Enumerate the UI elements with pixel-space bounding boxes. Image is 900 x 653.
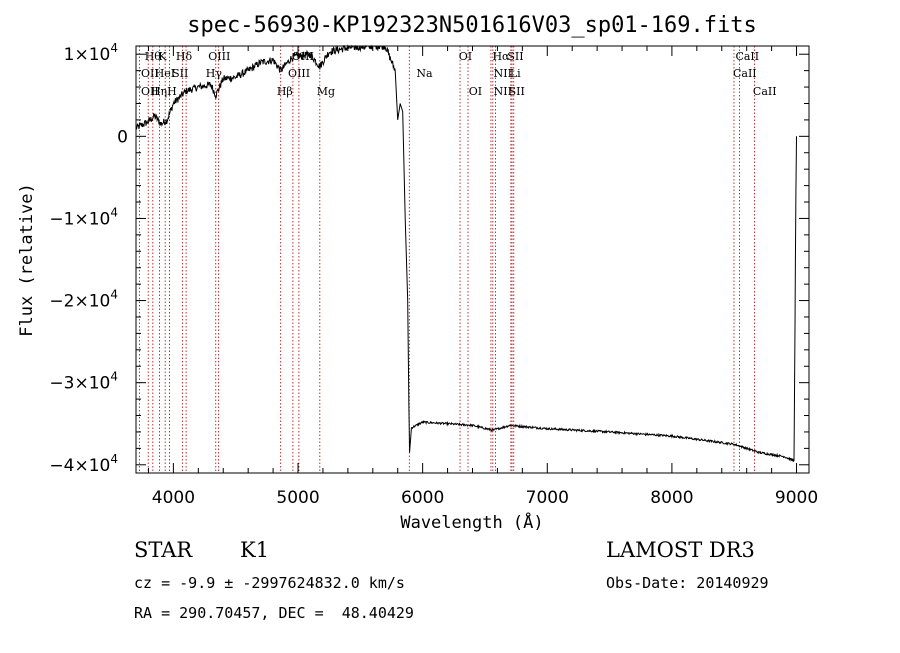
- x-axis-ticks: 4000 5000 6000 7000 8000 9000: [147, 46, 818, 508]
- line-label-5: SII: [172, 67, 188, 80]
- y-tick-exponent-3: 4: [110, 288, 118, 302]
- chart-title: spec-56930-KP192323N501616V03_sp01-169.f…: [187, 13, 757, 38]
- line-label-26: CaII: [753, 85, 777, 98]
- x-axis-label: Wavelength (Å): [400, 511, 543, 533]
- line-label-15: Na: [416, 67, 433, 80]
- line-label-17: OI: [469, 85, 482, 98]
- survey-name: LAMOST DR3: [606, 538, 755, 562]
- object-class: STAR: [134, 538, 193, 562]
- line-label-11: Hβ: [277, 85, 293, 98]
- observation-date: Obs-Date: 20140929: [606, 574, 769, 592]
- line-label-6: OII: [141, 85, 159, 98]
- line-label-3: OII: [141, 67, 159, 80]
- line-label-25: CaII: [733, 67, 757, 80]
- y-axis-label: Flux (relative): [17, 183, 37, 337]
- x-tick-label-5: 9000: [775, 488, 818, 508]
- y-tick-label-2: −1×104: [49, 205, 118, 229]
- y-axis-ticks: 1×104 0 −1×104 −2×104 −3×104 −4×104: [49, 41, 809, 476]
- y-tick-label-1: 0: [117, 127, 128, 147]
- y-tick-label-0: 1×104: [64, 41, 118, 65]
- line-label-2: Hδ: [176, 50, 193, 63]
- line-label-19: SII: [507, 50, 523, 63]
- x-tick-label-1: 5000: [276, 488, 319, 508]
- spectrum-line: [135, 44, 797, 463]
- line-label-16: OI: [459, 50, 472, 63]
- line-label-7: Hη: [151, 85, 167, 98]
- line-label-23: SII: [509, 85, 525, 98]
- line-label-24: CaII: [735, 50, 759, 63]
- line-label-18: Hα: [492, 50, 510, 63]
- line-label-9: OIII: [208, 50, 230, 63]
- x-tick-label-4: 8000: [650, 488, 693, 508]
- y-tick-exponent-2: 4: [110, 205, 118, 219]
- line-label-0: Hθ: [145, 50, 162, 63]
- coordinates-readout: RA = 290.70457, DEC = 48.40429: [134, 604, 414, 622]
- line-label-13: OIII: [288, 67, 310, 80]
- y-tick-label-3: −2×104: [49, 288, 118, 312]
- line-label-14: Mg: [317, 85, 335, 98]
- y-tick-exponent-0: 4: [110, 41, 118, 55]
- y-tick-exponent-4: 4: [110, 370, 118, 384]
- line-label-20: NII: [494, 67, 512, 80]
- x-tick-label-2: 6000: [401, 488, 444, 508]
- x-tick-label-0: 4000: [152, 488, 195, 508]
- line-label-4: HeI: [155, 67, 175, 80]
- y-tick-label-5: −4×104: [49, 452, 118, 476]
- line-label-10: Hγ: [206, 67, 223, 80]
- y-tick-exponent-5: 4: [110, 452, 118, 466]
- object-subclass: K1: [240, 538, 270, 562]
- y-tick-label-4: −3×104: [49, 370, 118, 394]
- velocity-readout: cz = -9.9 ± -2997624832.0 km/s: [134, 574, 405, 592]
- line-label-22: NII: [494, 85, 512, 98]
- plot-frame: [135, 45, 810, 474]
- x-tick-label-3: 7000: [526, 488, 569, 508]
- line-label-1: K: [158, 50, 167, 63]
- emission-line-markers: [138, 46, 755, 473]
- line-label-8: H: [167, 85, 177, 98]
- line-label-21: Li: [510, 67, 521, 80]
